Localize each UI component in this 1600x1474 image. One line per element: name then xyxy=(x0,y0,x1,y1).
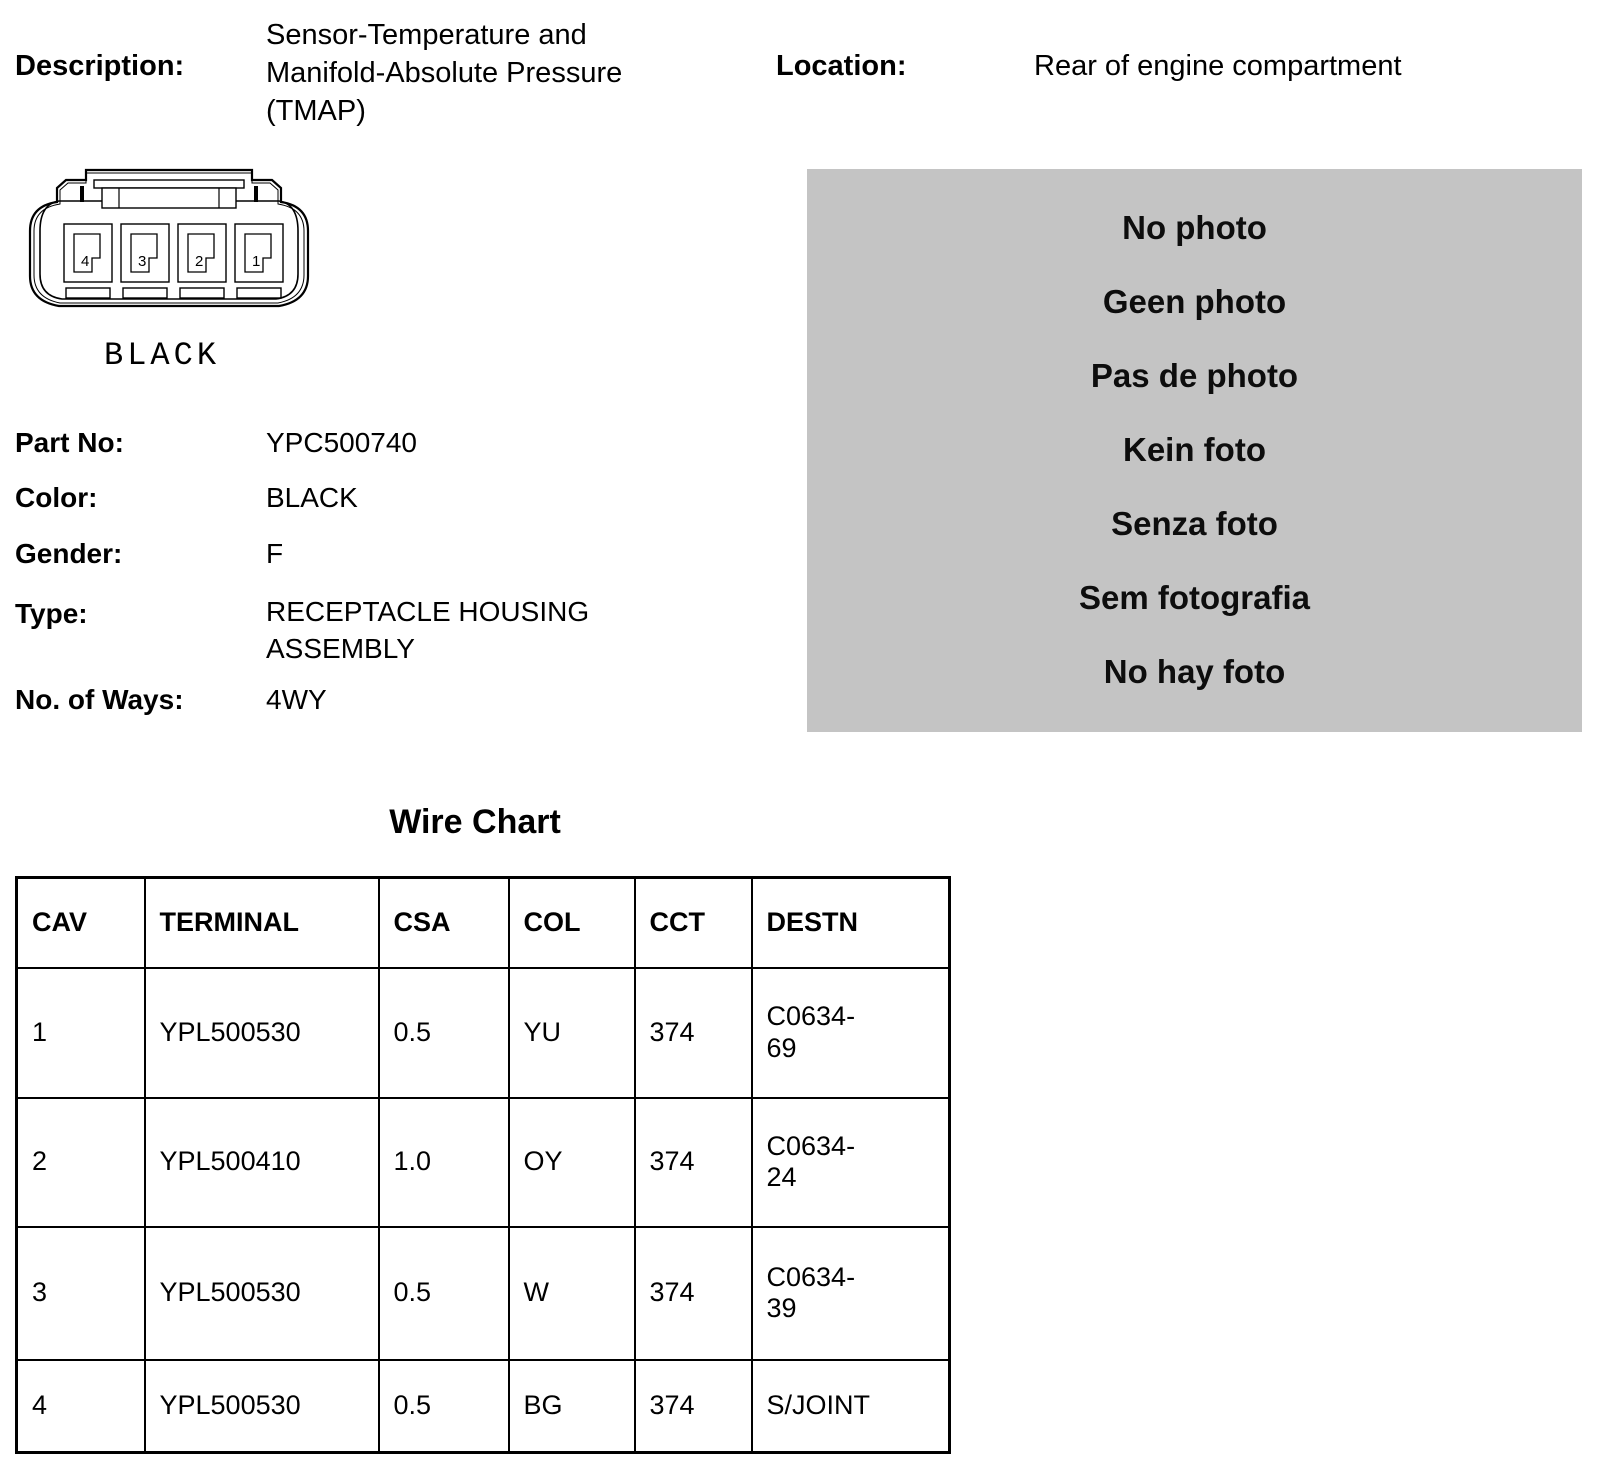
svg-text:4: 4 xyxy=(81,253,89,270)
svg-text:1: 1 xyxy=(252,253,260,270)
svg-text:2: 2 xyxy=(195,253,203,270)
svg-text:3: 3 xyxy=(138,253,146,270)
